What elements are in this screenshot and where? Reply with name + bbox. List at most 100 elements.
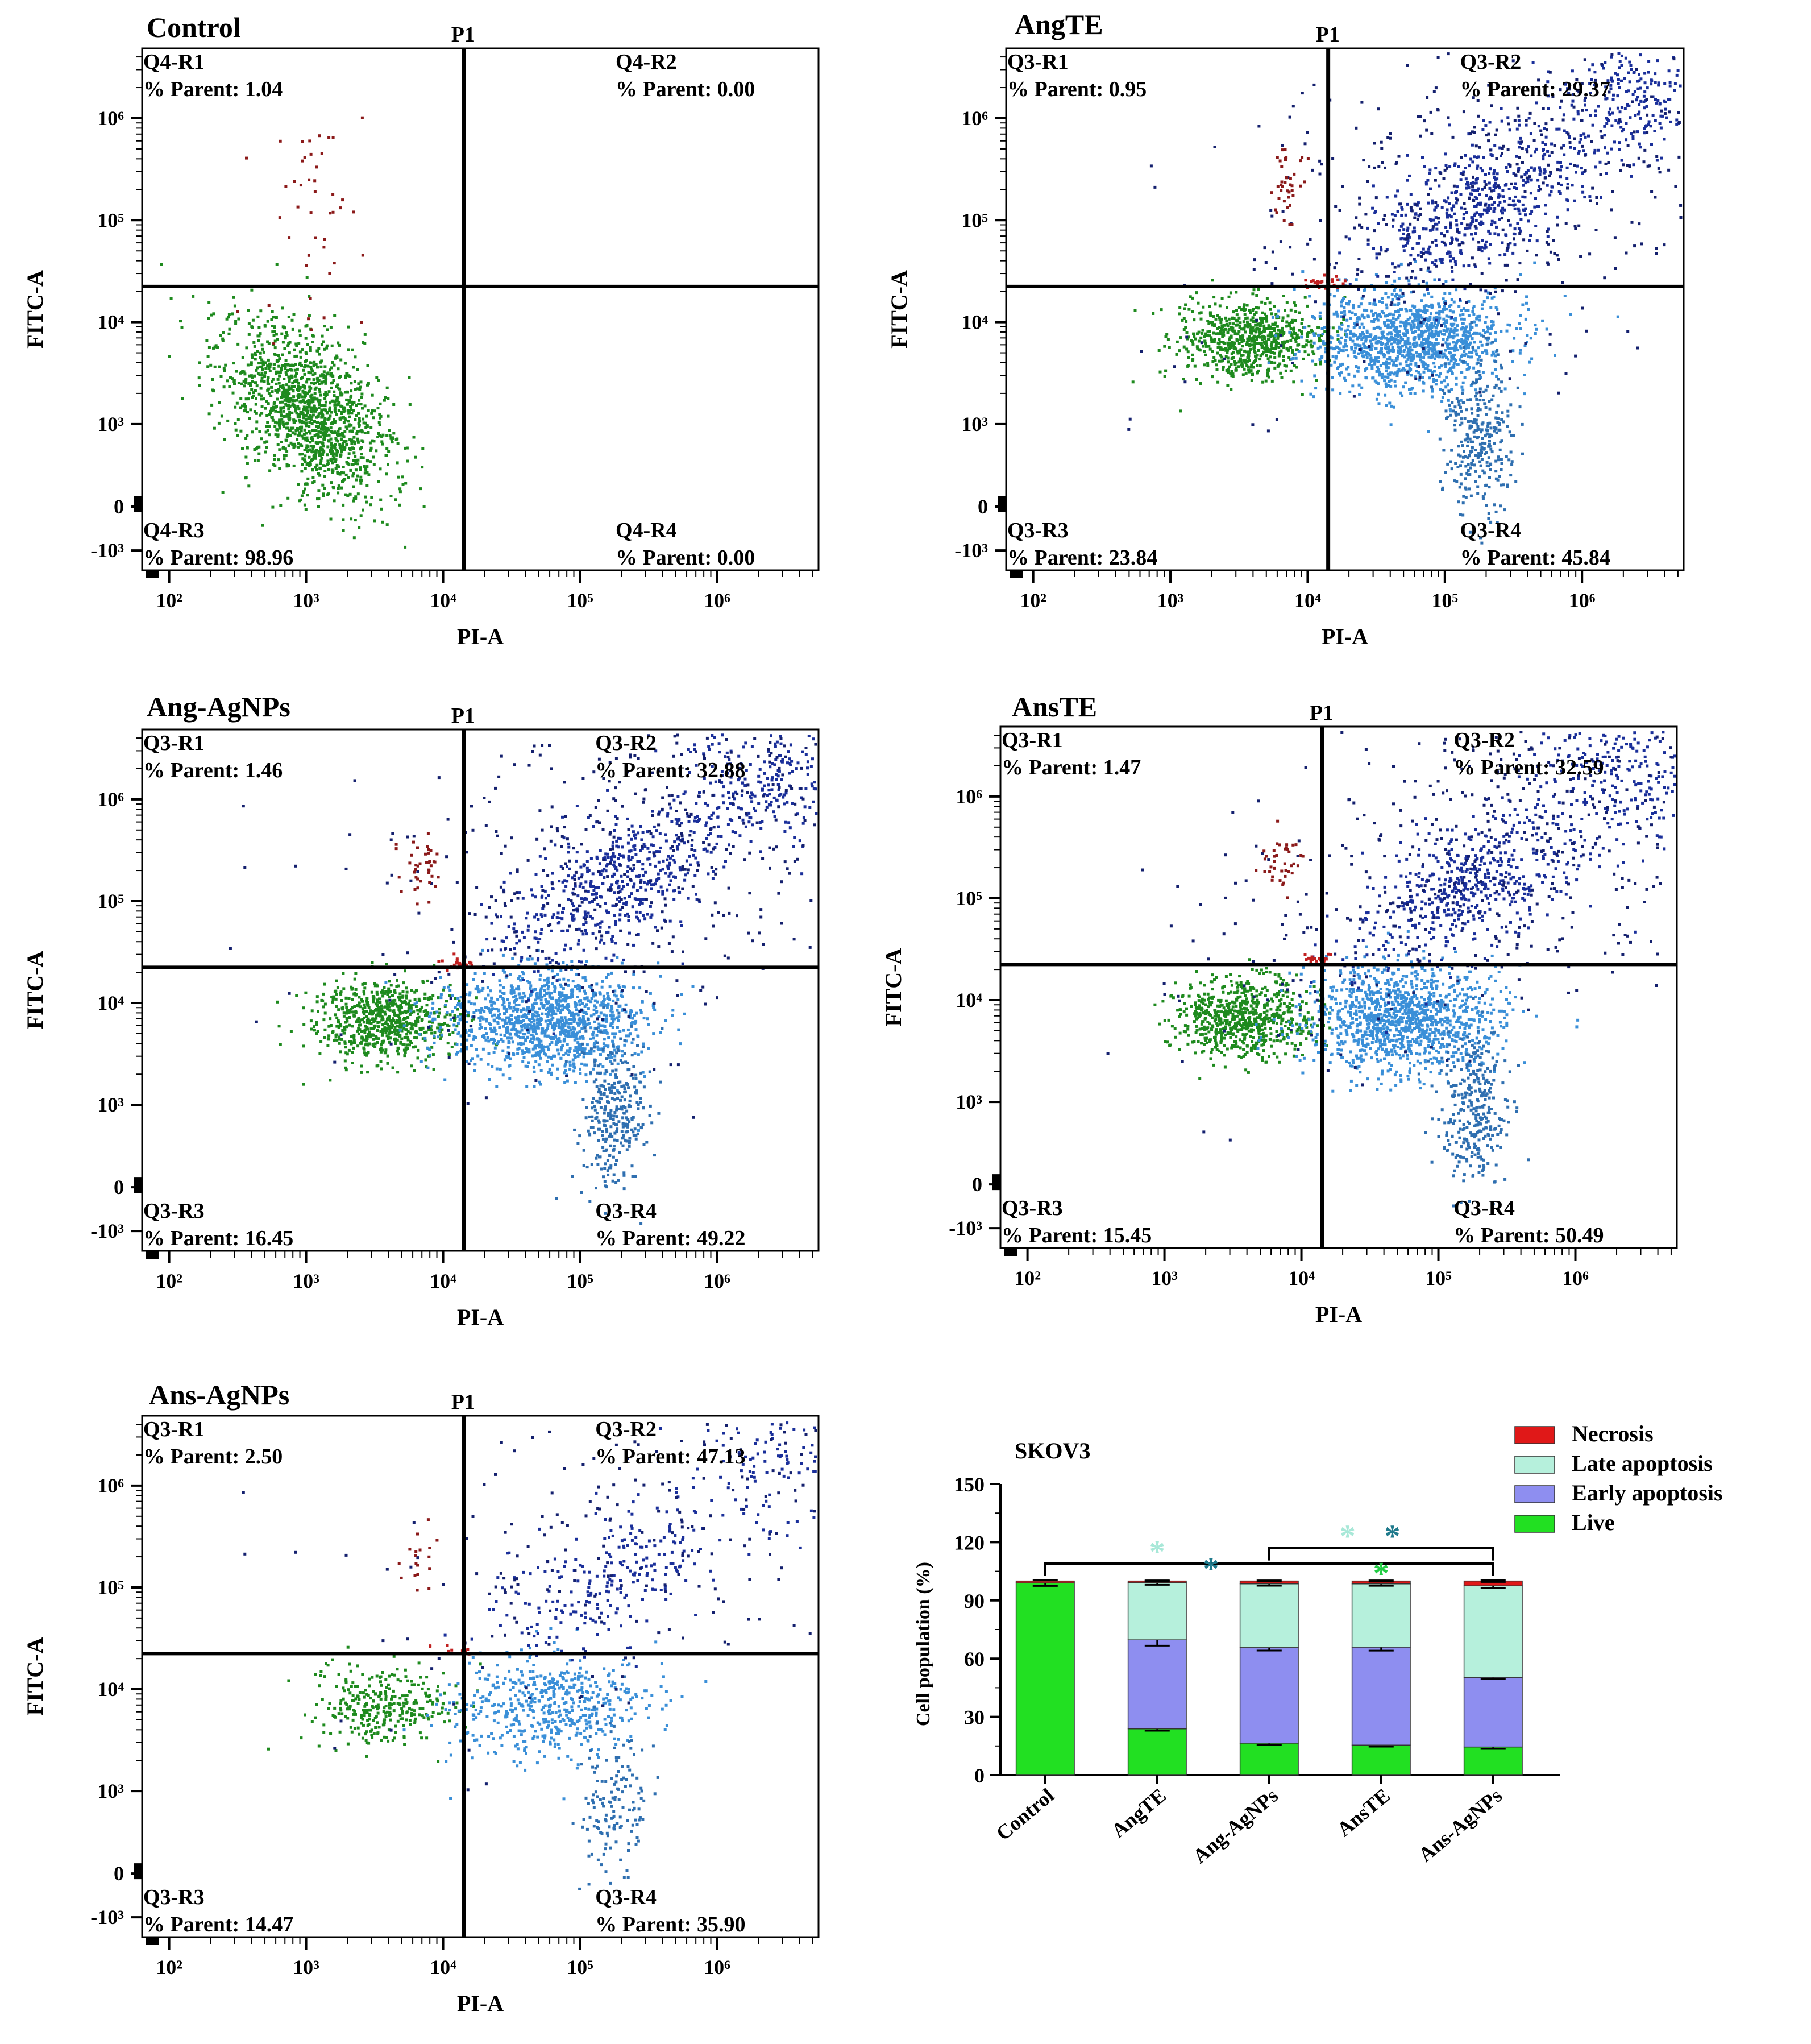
event-dot bbox=[352, 497, 356, 500]
event-dot bbox=[1451, 241, 1453, 244]
event-dot bbox=[1303, 296, 1307, 299]
event-dot bbox=[1225, 368, 1228, 372]
event-dot bbox=[1218, 304, 1222, 308]
event-dot bbox=[1298, 329, 1301, 332]
event-dot bbox=[310, 397, 314, 400]
event-dot bbox=[347, 374, 350, 378]
event-dot bbox=[1654, 72, 1657, 76]
event-dot bbox=[1265, 317, 1268, 321]
event-dot bbox=[414, 455, 417, 459]
event-dot bbox=[1383, 321, 1386, 324]
event-dot bbox=[245, 346, 248, 350]
event-dot bbox=[1659, 126, 1663, 130]
event-dot bbox=[322, 437, 326, 441]
event-dot bbox=[1477, 241, 1481, 244]
event-dot bbox=[1294, 356, 1298, 360]
event-dot bbox=[1459, 345, 1462, 348]
event-dot bbox=[1505, 455, 1508, 458]
event-dot bbox=[276, 397, 279, 401]
event-dot bbox=[1291, 105, 1295, 108]
event-dot bbox=[1513, 119, 1517, 122]
event-dot bbox=[1460, 317, 1463, 321]
event-dot bbox=[1322, 342, 1325, 346]
event-dot bbox=[311, 341, 314, 343]
event-dot bbox=[1501, 147, 1504, 150]
event-dot bbox=[1451, 324, 1454, 327]
event-dot bbox=[1389, 304, 1393, 306]
x-tick-label: 10⁶ bbox=[704, 589, 730, 612]
event-dot bbox=[1399, 262, 1403, 266]
event-dot bbox=[1385, 223, 1388, 226]
event-dot bbox=[1340, 336, 1343, 339]
event-dot bbox=[287, 407, 290, 411]
event-dot bbox=[1380, 246, 1382, 249]
event-dot bbox=[1390, 213, 1394, 216]
event-dot bbox=[1201, 331, 1204, 335]
event-dot bbox=[1388, 339, 1391, 342]
event-dot bbox=[1495, 128, 1498, 132]
event-dot bbox=[1509, 242, 1512, 245]
event-dot bbox=[1381, 335, 1384, 339]
event-dot bbox=[354, 355, 357, 359]
event-dot bbox=[1263, 246, 1266, 250]
event-dot bbox=[198, 361, 201, 364]
event-dot bbox=[1471, 351, 1474, 354]
event-dot bbox=[1658, 122, 1662, 125]
event-dot bbox=[1318, 358, 1322, 361]
event-dot bbox=[1386, 323, 1390, 326]
event-dot bbox=[1393, 372, 1396, 376]
event-dot bbox=[1262, 341, 1266, 344]
event-dot bbox=[1488, 445, 1492, 448]
event-dot bbox=[1645, 105, 1648, 108]
event-dot bbox=[1567, 92, 1571, 95]
event-dot bbox=[229, 376, 232, 379]
event-dot bbox=[1386, 318, 1389, 322]
event-dot bbox=[1343, 376, 1346, 380]
event-dot bbox=[1403, 349, 1406, 351]
event-dot bbox=[1409, 324, 1413, 327]
event-dot bbox=[1540, 133, 1543, 136]
event-dot bbox=[1577, 151, 1580, 155]
event-dot bbox=[1591, 186, 1594, 190]
event-dot bbox=[1650, 190, 1654, 193]
event-dot bbox=[1408, 174, 1411, 177]
event-dot bbox=[1459, 193, 1463, 196]
event-dot bbox=[1674, 185, 1677, 188]
event-dot bbox=[1459, 346, 1463, 350]
event-dot bbox=[1452, 362, 1456, 365]
event-dot bbox=[1503, 200, 1506, 203]
event-dot bbox=[1512, 232, 1515, 235]
event-dot bbox=[1448, 347, 1452, 350]
event-dot bbox=[316, 497, 319, 501]
event-dot bbox=[1406, 202, 1409, 206]
event-dot bbox=[1290, 189, 1294, 192]
event-dot bbox=[1275, 341, 1278, 344]
event-dot bbox=[1369, 360, 1373, 363]
event-dot bbox=[340, 486, 343, 490]
event-dot bbox=[1496, 349, 1499, 352]
event-dot bbox=[1451, 270, 1454, 273]
event-dot bbox=[1488, 435, 1491, 438]
event-dot bbox=[1271, 316, 1274, 319]
event-dot bbox=[309, 400, 313, 404]
event-dot bbox=[1396, 210, 1399, 213]
event-dot bbox=[1631, 135, 1635, 138]
event-dot bbox=[1513, 237, 1515, 241]
event-dot bbox=[1646, 131, 1649, 134]
event-dot bbox=[1475, 197, 1478, 200]
event-dot bbox=[1452, 205, 1456, 208]
event-dot bbox=[333, 407, 337, 410]
event-dot bbox=[1380, 343, 1384, 346]
event-dot bbox=[1549, 171, 1552, 174]
event-dot bbox=[1429, 369, 1432, 372]
event-dot bbox=[1559, 161, 1562, 164]
event-dot bbox=[1480, 246, 1484, 249]
event-dot bbox=[1259, 316, 1262, 320]
event-dot bbox=[1557, 258, 1560, 261]
event-dot bbox=[313, 392, 317, 395]
event-dot bbox=[1503, 508, 1506, 512]
event-dot bbox=[1484, 289, 1488, 293]
event-dot bbox=[320, 404, 323, 407]
event-dot bbox=[1472, 305, 1476, 308]
